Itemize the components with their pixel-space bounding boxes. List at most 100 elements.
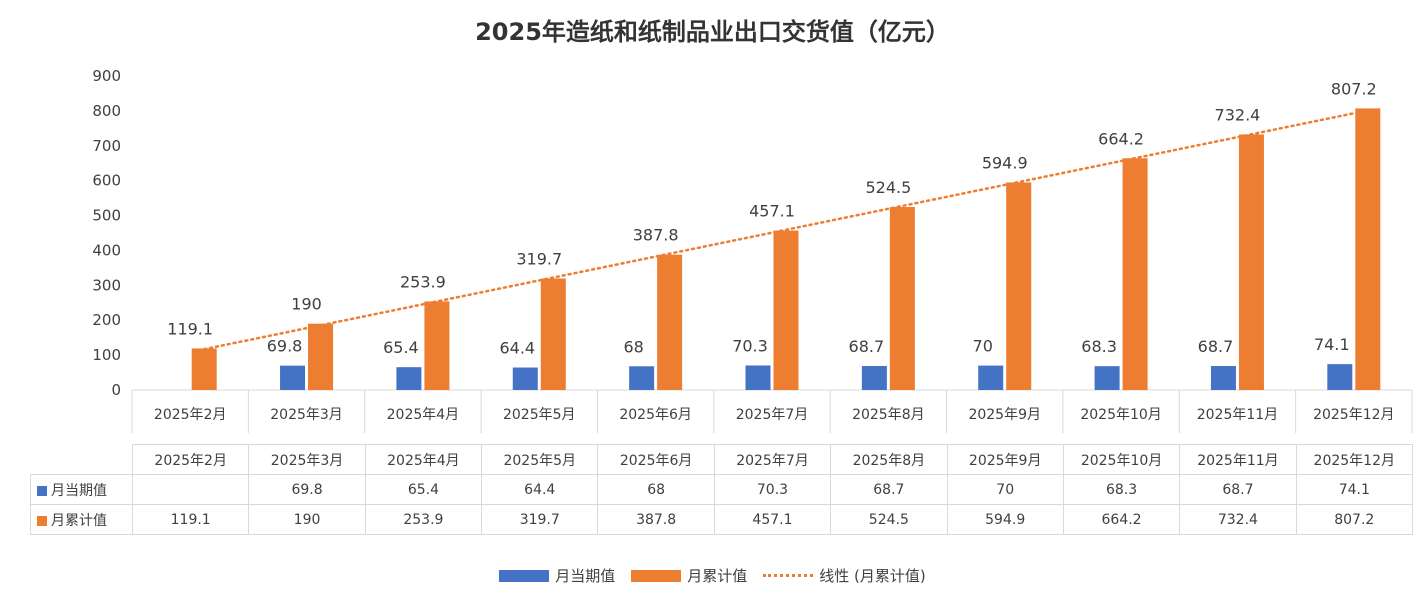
data-table-header-cell: 2025年10月: [1062, 444, 1181, 475]
data-table-header-cell: 2025年5月: [481, 444, 599, 475]
data-table-header-cell: 2025年4月: [364, 444, 483, 475]
data-table-cell: 253.9: [364, 504, 483, 535]
data-label-monthly: 70.3: [732, 336, 768, 355]
monthly-swatch: [37, 485, 47, 496]
data-label-monthly: 68.7: [1198, 337, 1234, 356]
data-label-cumulative: 319.7: [516, 249, 562, 268]
bar-monthly: [978, 365, 1004, 390]
data-table-cell: 69.8: [248, 474, 366, 505]
legend-swatch-cumulative: [631, 569, 682, 582]
data-table-cell: 68.3: [1062, 474, 1181, 505]
x-tick-label: 2025年10月: [1080, 407, 1161, 423]
data-label-cumulative: 253.9: [400, 272, 446, 291]
y-tick-label: 800: [92, 102, 121, 120]
chart-legend: 月当期值 月累计值 线性 (月累计值): [0, 565, 1425, 586]
y-tick-label: 200: [92, 311, 121, 329]
data-label-monthly: 74.1: [1314, 335, 1350, 354]
x-tick-label: 2025年12月: [1313, 407, 1394, 423]
data-label-cumulative: 387.8: [633, 226, 679, 245]
bar-cumulative: [773, 230, 799, 390]
bar-cumulative: [889, 207, 915, 390]
data-table-row-header: 月累计值: [30, 504, 133, 535]
legend-swatch-trendline: [763, 574, 814, 577]
legend-swatch-monthly: [499, 569, 550, 582]
data-table-header-row: 2025年2月 2025年3月 2025年4月 2025年5月 2025年6月 2025年…: [30, 444, 1413, 475]
data-table-cell: 387.8: [597, 504, 715, 535]
y-tick-label: 500: [92, 207, 121, 225]
data-table-row-monthly: 月当期值 69.8 65.4 64.4 68 70.3 68.7 70 68.3 68.7 74.…: [30, 474, 1413, 505]
bar-monthly: [512, 367, 538, 390]
legend-label-cumulative: 月累计值: [687, 567, 748, 585]
data-table-cell: 190: [248, 504, 366, 535]
data-label-cumulative: 190: [291, 295, 322, 314]
data-label-monthly: 68.7: [849, 337, 885, 356]
data-table-cell: [131, 474, 250, 505]
data-label-monthly: 64.4: [499, 339, 535, 358]
row-label-cumulative: 月累计值: [51, 512, 107, 529]
x-tick-label: 2025年7月: [736, 407, 809, 423]
data-table-cell: 65.4: [364, 474, 483, 505]
bar-monthly: [629, 366, 655, 390]
y-tick-label: 100: [92, 346, 121, 364]
bar-cumulative: [308, 323, 334, 390]
data-table-header-cell: 2025年6月: [597, 444, 715, 475]
data-label-monthly: 65.4: [383, 338, 419, 357]
x-tick-label: 2025年8月: [852, 407, 925, 423]
x-tick-label: 2025年9月: [968, 407, 1041, 423]
data-label-monthly: 68: [623, 337, 643, 356]
data-label-monthly: 70: [973, 337, 993, 356]
data-table-header-cell: 2025年3月: [248, 444, 366, 475]
chart-title: 2025年造纸和纸制品业出口交货值（亿元）: [475, 18, 950, 46]
data-table-cell: 664.2: [1062, 504, 1181, 535]
legend-label-monthly: 月当期值: [555, 567, 616, 585]
bar-cumulative: [1122, 158, 1148, 390]
data-label-cumulative: 664.2: [1098, 129, 1144, 148]
data-table-cell: 807.2: [1295, 504, 1413, 535]
data-label-cumulative: 732.4: [1215, 105, 1261, 124]
data-table: 2025年2月 2025年3月 2025年4月 2025年5月 2025年6月 2025年…: [30, 444, 1413, 535]
bar-cumulative: [191, 348, 217, 390]
data-table-cell: 74.1: [1295, 474, 1413, 505]
y-tick-label: 900: [92, 67, 121, 85]
legend-item-cumulative: 月累计值: [631, 565, 747, 586]
y-tick-label: 600: [92, 172, 121, 190]
bar-cumulative: [424, 301, 450, 390]
x-tick-label: 2025年3月: [270, 407, 343, 423]
data-label-cumulative: 524.5: [865, 178, 911, 197]
row-label-monthly: 月当期值: [51, 482, 107, 499]
data-table-cell: 68.7: [1179, 474, 1297, 505]
data-table-cell: 594.9: [946, 504, 1064, 535]
data-table-cell: 68: [597, 474, 715, 505]
data-table-header-cell: 2025年7月: [713, 444, 832, 475]
bar-monthly: [861, 366, 887, 390]
x-tick-label: 2025年6月: [619, 407, 692, 423]
data-table-header-cell: 2025年9月: [946, 444, 1064, 475]
data-table-cell: 68.7: [830, 474, 948, 505]
bar-monthly: [280, 365, 306, 390]
bar-monthly: [396, 367, 422, 390]
data-table-cell: 70: [946, 474, 1064, 505]
data-table-cell: 457.1: [713, 504, 832, 535]
data-table-cell: 70.3: [713, 474, 832, 505]
data-table-row-header: 月当期值: [30, 474, 133, 505]
cumulative-swatch: [37, 515, 47, 526]
data-table-cell: 319.7: [481, 504, 599, 535]
data-label-monthly: 68.3: [1081, 337, 1117, 356]
data-label-monthly: 69.8: [267, 337, 303, 356]
legend-label-trendline: 线性 (月累计值): [819, 567, 926, 585]
data-table-header-cell: 2025年11月: [1179, 444, 1297, 475]
data-table-header-cell: 2025年12月: [1295, 444, 1413, 475]
data-table-header-cell: 2025年2月: [131, 444, 250, 475]
bar-monthly: [1210, 366, 1236, 390]
data-table-cell: 732.4: [1179, 504, 1297, 535]
x-tick-label: 2025年4月: [387, 407, 460, 423]
data-label-cumulative: 807.2: [1331, 79, 1377, 98]
trendline: [202, 109, 1370, 351]
bar-cumulative: [1355, 108, 1381, 390]
bar-cumulative: [1238, 134, 1264, 390]
bar-monthly: [1094, 366, 1120, 390]
data-table-cell: 524.5: [830, 504, 948, 535]
data-table-row-cumulative: 月累计值 119.1 190 253.9 319.7 387.8 457.1 524.5 59…: [30, 504, 1413, 535]
legend-item-trendline: 线性 (月累计值): [763, 565, 926, 586]
data-table-cell: 64.4: [481, 474, 599, 505]
